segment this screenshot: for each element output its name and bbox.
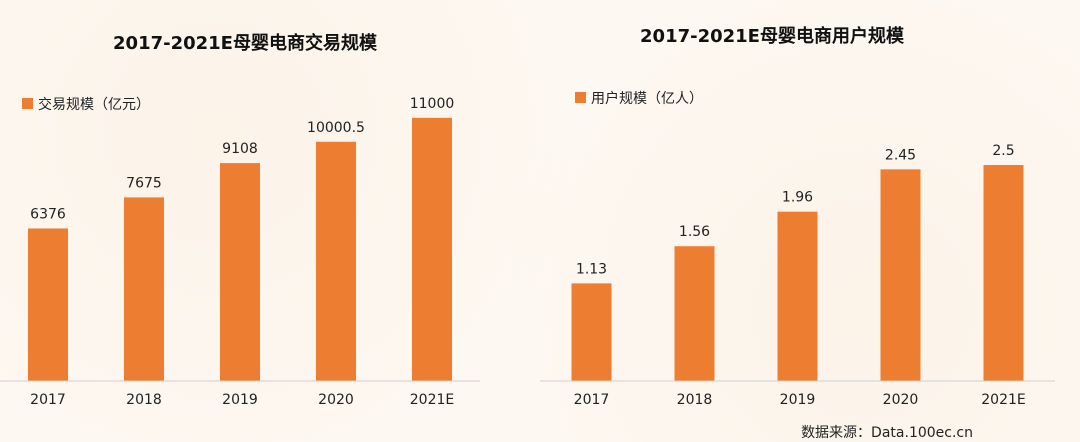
data-label-2019: 1.96 — [782, 190, 813, 206]
data-source-note: 数据来源：Data.100ec.cn — [801, 425, 973, 441]
bar-2017 — [571, 283, 612, 381]
bar-2020 — [316, 141, 356, 381]
chart-title: 2017-2021E母婴电商用户规模 — [640, 25, 905, 47]
data-label-2018: 1.56 — [679, 224, 710, 240]
x-tick-label-2020: 2020 — [883, 392, 919, 408]
data-label-2020: 10000.5 — [307, 120, 365, 136]
x-tick-label-2018: 2018 — [126, 392, 162, 408]
x-tick-group: 2017 2018 2019 2020 2021E — [30, 392, 454, 408]
x-tick-label-2021E: 2021E — [410, 392, 454, 408]
x-tick-group: 2017 2018 2019 2020 2021E — [574, 392, 1026, 408]
x-tick-label-2017: 2017 — [30, 392, 66, 408]
x-tick-label-2017: 2017 — [574, 392, 610, 408]
data-label-2019: 9108 — [222, 141, 258, 157]
legend-label: 用户规模（亿人） — [591, 90, 703, 107]
bar-2021E — [412, 117, 452, 381]
x-tick-label-2019: 2019 — [222, 392, 258, 408]
user-scale-chart: 2017-2021E母婴电商用户规模 用户规模（亿人） 1.13 1.56 1.96… — [540, 25, 1055, 408]
x-tick-label-2021E: 2021E — [981, 392, 1025, 408]
data-label-2021E: 11000 — [410, 96, 455, 112]
x-tick-label-2020: 2020 — [318, 392, 354, 408]
x-tick-label-2019: 2019 — [780, 392, 816, 408]
data-label-2017: 1.13 — [576, 261, 607, 277]
bar-2021E — [983, 165, 1024, 381]
x-tick-label-2018: 2018 — [677, 392, 713, 408]
data-label-group: 6376 7675 9108 10000.5 11000 — [30, 96, 454, 223]
bar-group — [571, 165, 1024, 381]
bar-group — [28, 117, 452, 381]
data-label-group: 1.13 1.56 1.96 2.45 2.5 — [576, 143, 1015, 277]
bar-2019 — [220, 163, 260, 381]
bar-2018 — [674, 246, 715, 381]
bar-2018 — [124, 197, 164, 381]
bar-2020 — [880, 169, 921, 381]
legend-swatch — [22, 98, 33, 109]
transaction-scale-chart: 2017-2021E母婴电商交易规模 交易规模（亿元） 6376 7675 9108… — [0, 32, 480, 408]
data-label-2020: 2.45 — [885, 147, 916, 163]
chart-title: 2017-2021E母婴电商交易规模 — [113, 32, 378, 54]
legend-label: 交易规模（亿元） — [38, 96, 150, 113]
data-label-2018: 7675 — [126, 175, 162, 191]
legend-swatch — [575, 92, 586, 103]
bar-2017 — [28, 228, 68, 381]
bar-2019 — [777, 211, 818, 381]
data-label-2017: 6376 — [30, 206, 66, 222]
data-label-2021E: 2.5 — [992, 143, 1014, 159]
